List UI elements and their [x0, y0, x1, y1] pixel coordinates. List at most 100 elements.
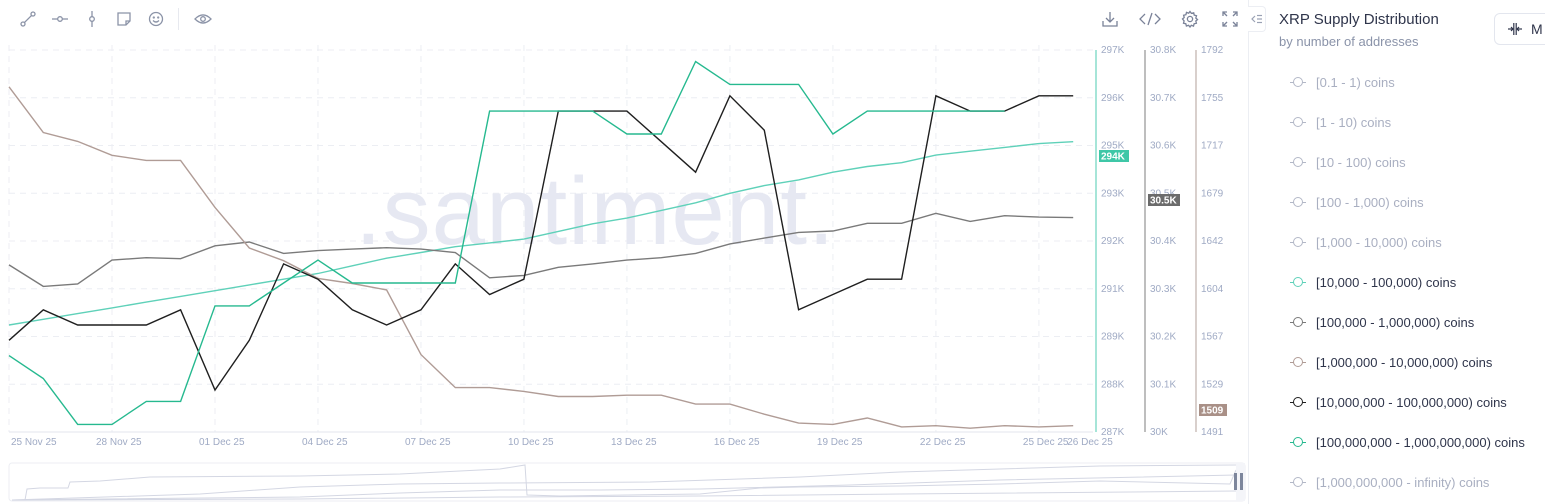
- legend-item[interactable]: [100,000,000 - 1,000,000,000) coins: [1290, 422, 1525, 462]
- trend-line-icon: [20, 11, 36, 27]
- legend-label: [0.1 - 1) coins: [1316, 74, 1395, 90]
- x-axis-tick-label: 25 Dec 25: [1023, 437, 1069, 448]
- legend-marker-icon: [1290, 197, 1306, 207]
- legend-item[interactable]: [1,000,000,000 - infinity) coins: [1290, 462, 1525, 502]
- legend-label: [10,000 - 100,000) coins: [1316, 274, 1457, 290]
- y-axis-tick-label: 30.3K: [1150, 284, 1176, 295]
- collapse-icon: [1250, 14, 1262, 24]
- y-axis-tick-label: 1679: [1201, 188, 1224, 199]
- vertical-line-icon: [89, 11, 95, 27]
- merge-axes-icon: [1508, 23, 1522, 35]
- legend-label: [1 - 10) coins: [1316, 114, 1392, 130]
- x-axis-tick-label: 19 Dec 25: [817, 437, 863, 448]
- last-value-badge: [1148, 194, 1180, 206]
- last-value-badge: [1099, 150, 1129, 162]
- chart-title: XRP Supply Distribution: [1279, 11, 1439, 28]
- navigator-preview-line: [12, 464, 1237, 501]
- chart-subtitle: by number of addresses: [1279, 34, 1419, 49]
- merge-axes-label: M: [1531, 21, 1543, 37]
- x-axis-tick-label: 13 Dec 25: [611, 437, 657, 448]
- toolbar-divider: [178, 8, 179, 30]
- legend-item[interactable]: [1,000 - 10,000) coins: [1290, 222, 1525, 262]
- legend-item[interactable]: [0.1 - 1) coins: [1290, 62, 1525, 102]
- legend-marker-icon: [1290, 77, 1306, 87]
- series-line-4[interactable]: [8, 60, 1005, 426]
- y-axis-tick-label: 1792: [1201, 45, 1224, 56]
- y-axis-tick-label: 30.2K: [1150, 332, 1176, 343]
- legend-marker-icon: [1290, 437, 1306, 447]
- line-chart[interactable]: .santiment. 297K 296K 295K 293K 292K 291K 289K…: [0, 0, 1248, 504]
- toggle-drawings-visibility-button[interactable]: [187, 6, 219, 32]
- chart-actions-toolbar: [1094, 6, 1246, 32]
- collapse-sidebar-button[interactable]: [1248, 6, 1266, 32]
- legend-label: [100,000,000 - 1,000,000,000) coins: [1316, 434, 1525, 450]
- series-line-1[interactable]: [8, 212, 1074, 288]
- emoji-icon: [148, 11, 164, 27]
- series-line-0[interactable]: [8, 141, 1074, 326]
- navigator-handle-left[interactable]: [1234, 473, 1237, 490]
- legend-label: [1,000,000 - 10,000,000) coins: [1316, 354, 1493, 370]
- legend-item[interactable]: [10,000 - 100,000) coins: [1290, 262, 1525, 302]
- legend-marker-icon: [1290, 397, 1306, 407]
- series-lines: [8, 60, 1074, 429]
- y-axis-tick-label: 1567: [1201, 332, 1224, 343]
- note-icon: [117, 12, 131, 26]
- y-axis-tick-label: 295K: [1101, 141, 1125, 152]
- last-value-badge-text: 1509: [1201, 406, 1224, 417]
- note-tool-button[interactable]: [108, 6, 140, 32]
- navigator-handle-right[interactable]: [1240, 473, 1243, 490]
- navigator-preview-line: [11, 490, 1237, 501]
- navigator-preview-line: [11, 474, 1237, 501]
- eye-icon: [194, 14, 212, 24]
- legend-label: [10 - 100) coins: [1316, 154, 1406, 170]
- settings-icon: [1181, 10, 1199, 28]
- y-axis-tick-label: 1491: [1201, 427, 1224, 438]
- settings-button[interactable]: [1174, 6, 1206, 32]
- legend-item[interactable]: [1,000,000 - 10,000,000) coins: [1290, 342, 1525, 382]
- legend-label: [1,000 - 10,000) coins: [1316, 234, 1442, 250]
- legend-item[interactable]: [100 - 1,000) coins: [1290, 182, 1525, 222]
- y-axis-tick-label: 30K: [1150, 427, 1168, 438]
- download-button[interactable]: [1094, 6, 1126, 32]
- y-axis-tick-label: 297K: [1101, 45, 1125, 56]
- legend-marker-icon: [1290, 477, 1306, 487]
- legend-label: [10,000,000 - 100,000,000) coins: [1316, 394, 1507, 410]
- legend-label: [100,000 - 1,000,000) coins: [1316, 314, 1475, 330]
- y-axes: 297K 296K 295K 293K 292K 291K 289K 288K 287K 294K…: [1095, 45, 1227, 438]
- legend-item[interactable]: [10,000,000 - 100,000,000) coins: [1290, 382, 1525, 422]
- legend-item[interactable]: [1 - 10) coins: [1290, 102, 1525, 142]
- x-axis-tick-label: 16 Dec 25: [714, 437, 760, 448]
- x-axis-tick-label: 10 Dec 25: [508, 437, 554, 448]
- y-axis-tick-label: 1755: [1201, 93, 1224, 104]
- fullscreen-icon: [1222, 11, 1238, 27]
- legend-marker-icon: [1290, 357, 1306, 367]
- legend-marker-icon: [1290, 237, 1306, 247]
- y-axis-tick-label: 292K: [1101, 236, 1125, 247]
- embed-code-icon: [1139, 12, 1161, 26]
- embed-code-button[interactable]: [1134, 6, 1166, 32]
- fullscreen-button[interactable]: [1214, 6, 1246, 32]
- x-axis-tick-label: 25 Nov 25: [11, 437, 57, 448]
- last-value-badge: [1199, 404, 1227, 416]
- x-axis-tick-label: 01 Dec 25: [199, 437, 245, 448]
- legend-item[interactable]: [100,000 - 1,000,000) coins: [1290, 302, 1525, 342]
- horizontal-ray-tool-button[interactable]: [44, 6, 76, 32]
- x-axis-tick-label: 22 Dec 25: [920, 437, 966, 448]
- legend-marker-icon: [1290, 277, 1306, 287]
- legend-marker-icon: [1290, 157, 1306, 167]
- y-axis-tick-label: 30.5K: [1150, 188, 1176, 199]
- emoji-tool-button[interactable]: [140, 6, 172, 32]
- trend-line-tool-button[interactable]: [12, 6, 44, 32]
- legend-item[interactable]: [10 - 100) coins: [1290, 142, 1525, 182]
- y-axis-tick-label: 30.1K: [1150, 379, 1176, 390]
- vertical-line-tool-button[interactable]: [76, 6, 108, 32]
- navigator-preview-line: [11, 464, 1237, 501]
- y-axis-tick-label: 30.6K: [1150, 141, 1176, 152]
- series-line-2[interactable]: [8, 86, 1074, 429]
- range-navigator[interactable]: [8, 462, 1246, 502]
- y-axis-tick-label: 1604: [1201, 284, 1224, 295]
- x-axis-tick-label: 26 Dec 25: [1067, 437, 1113, 448]
- merge-axes-button[interactable]: M: [1494, 13, 1545, 45]
- series-line-3[interactable]: [8, 94, 1074, 392]
